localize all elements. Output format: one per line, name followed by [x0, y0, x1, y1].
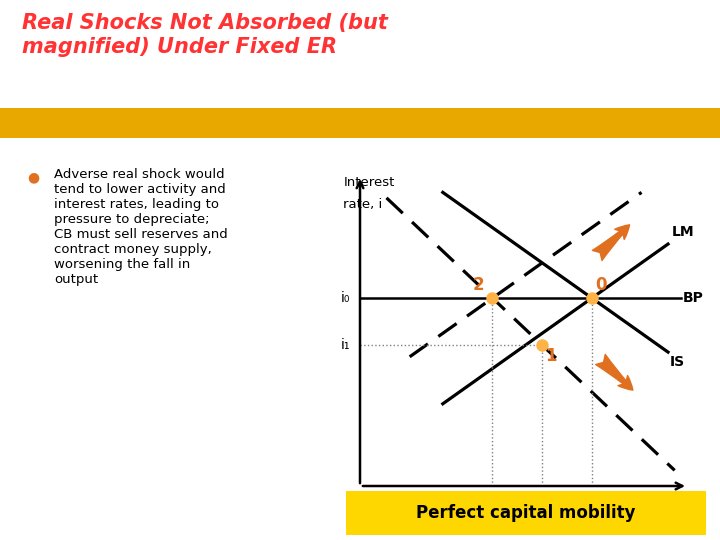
Text: Output, Y: Output, Y — [625, 505, 688, 518]
Text: i₀: i₀ — [341, 291, 350, 305]
Text: 0: 0 — [595, 276, 607, 294]
Text: LM: LM — [671, 225, 694, 239]
Text: Y₀: Y₀ — [585, 503, 599, 517]
Text: rate, i: rate, i — [343, 198, 383, 211]
Text: Adverse real shock would
tend to lower activity and
interest rates, leading to
p: Adverse real shock would tend to lower a… — [54, 168, 228, 287]
Text: i₁: i₁ — [341, 338, 350, 352]
Text: ●: ● — [27, 170, 40, 184]
Text: 2: 2 — [472, 276, 485, 294]
Text: BP: BP — [683, 291, 703, 305]
Text: Perfect capital mobility: Perfect capital mobility — [416, 504, 635, 522]
Text: Real Shocks Not Absorbed (but
magnified) Under Fixed ER: Real Shocks Not Absorbed (but magnified)… — [22, 14, 387, 57]
Text: Y₂: Y₂ — [485, 503, 500, 517]
Text: Y₁: Y₁ — [535, 503, 549, 517]
Text: IS: IS — [670, 355, 685, 369]
Text: Interest: Interest — [343, 176, 395, 189]
Text: 1: 1 — [546, 347, 557, 364]
